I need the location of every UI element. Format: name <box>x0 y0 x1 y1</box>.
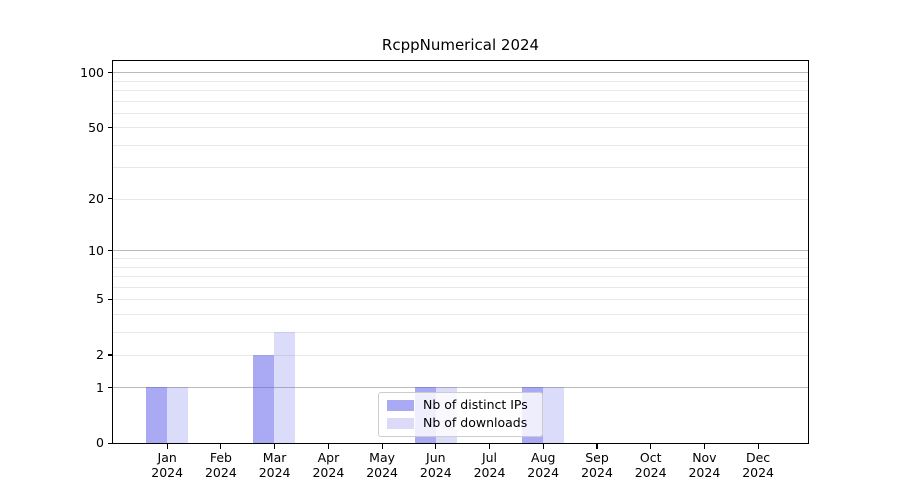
gridline-minor <box>113 313 808 315</box>
x-axis-tick <box>435 444 437 449</box>
gridline-minor <box>113 167 808 169</box>
x-tick-label: Jun 2024 <box>419 449 452 481</box>
y-axis-tick <box>107 442 112 444</box>
x-tick-label: Sep 2024 <box>581 449 613 481</box>
x-tick-label: Jan 2024 <box>151 449 184 481</box>
x-tick-label: Oct 2024 <box>634 449 667 481</box>
y-axis-tick <box>107 250 112 252</box>
plot-area: Nb of distinct IPs Nb of downloads <box>112 60 809 444</box>
legend-label-distinct-ips: Nb of distinct IPs <box>423 397 528 412</box>
y-axis-tick <box>107 386 112 389</box>
legend-label-downloads: Nb of downloads <box>423 415 528 430</box>
x-tick-label: Nov 2024 <box>688 449 721 481</box>
y-axis-tick <box>107 72 112 74</box>
x-axis-tick <box>596 444 598 449</box>
x-axis-tick <box>274 444 276 449</box>
x-tick-label: Mar 2024 <box>258 449 291 481</box>
gridline-major <box>113 72 808 74</box>
bar-downloads <box>167 387 188 443</box>
y-axis-tick <box>107 354 112 356</box>
y-tick-label: 20 <box>88 190 104 206</box>
gridline-minor <box>113 80 808 82</box>
x-axis-tick <box>757 444 759 449</box>
y-tick-label: 2 <box>96 347 104 362</box>
y-tick-label: 50 <box>88 119 104 135</box>
y-tick-label: 1 <box>96 379 104 395</box>
y-tick-label: 10 <box>88 242 104 258</box>
legend-entry-downloads: Nb of downloads <box>387 414 534 432</box>
y-tick-label: 0 <box>96 435 104 451</box>
x-axis-tick <box>381 444 383 449</box>
bar-distinct-ips <box>146 387 167 443</box>
y-tick-label: 5 <box>96 291 104 307</box>
x-axis-tick <box>488 444 491 449</box>
y-axis-tick <box>107 126 112 129</box>
bar-downloads <box>274 331 296 443</box>
gridline-minor <box>113 90 808 92</box>
bar-distinct-ips <box>253 354 275 443</box>
x-axis-tick <box>327 444 329 449</box>
chart-title: RcppNumerical 2024 <box>381 36 540 54</box>
gridline-minor <box>113 266 808 268</box>
y-axis-tick <box>107 198 112 200</box>
x-tick-label: Apr 2024 <box>312 449 345 481</box>
gridline-minor <box>113 198 808 200</box>
x-tick-label: Jul 2024 <box>473 449 506 481</box>
gridline-minor <box>113 276 808 277</box>
gridline-major <box>113 250 808 252</box>
x-tick-label: Aug 2024 <box>527 449 560 481</box>
gridline-minor <box>113 331 808 333</box>
gridline-minor <box>113 286 808 288</box>
gridline-minor <box>113 144 808 146</box>
y-tick-label: 100 <box>80 64 104 80</box>
legend-swatch-distinct-ips <box>387 399 414 411</box>
x-tick-label: Dec 2024 <box>742 449 774 481</box>
gridline-minor <box>113 127 808 129</box>
bar-downloads <box>543 387 564 443</box>
x-tick-label: May 2024 <box>366 449 398 481</box>
x-axis-tick <box>650 444 652 449</box>
chart-legend: Nb of distinct IPs Nb of downloads <box>378 392 543 437</box>
gridline-minor <box>113 100 808 102</box>
x-axis-tick <box>166 444 168 449</box>
legend-swatch-downloads <box>387 417 414 429</box>
gridline-major <box>113 387 808 389</box>
x-tick-label: Feb 2024 <box>204 449 237 481</box>
gridline-minor <box>113 258 808 260</box>
x-axis-tick <box>703 444 705 449</box>
gridline-minor <box>113 354 808 356</box>
gridline-minor <box>113 112 808 114</box>
x-axis-tick <box>542 444 544 449</box>
gridline-minor <box>113 299 808 301</box>
legend-entry-distinct-ips: Nb of distinct IPs <box>387 396 534 414</box>
x-axis-tick <box>220 444 222 449</box>
y-axis-tick <box>107 298 112 300</box>
